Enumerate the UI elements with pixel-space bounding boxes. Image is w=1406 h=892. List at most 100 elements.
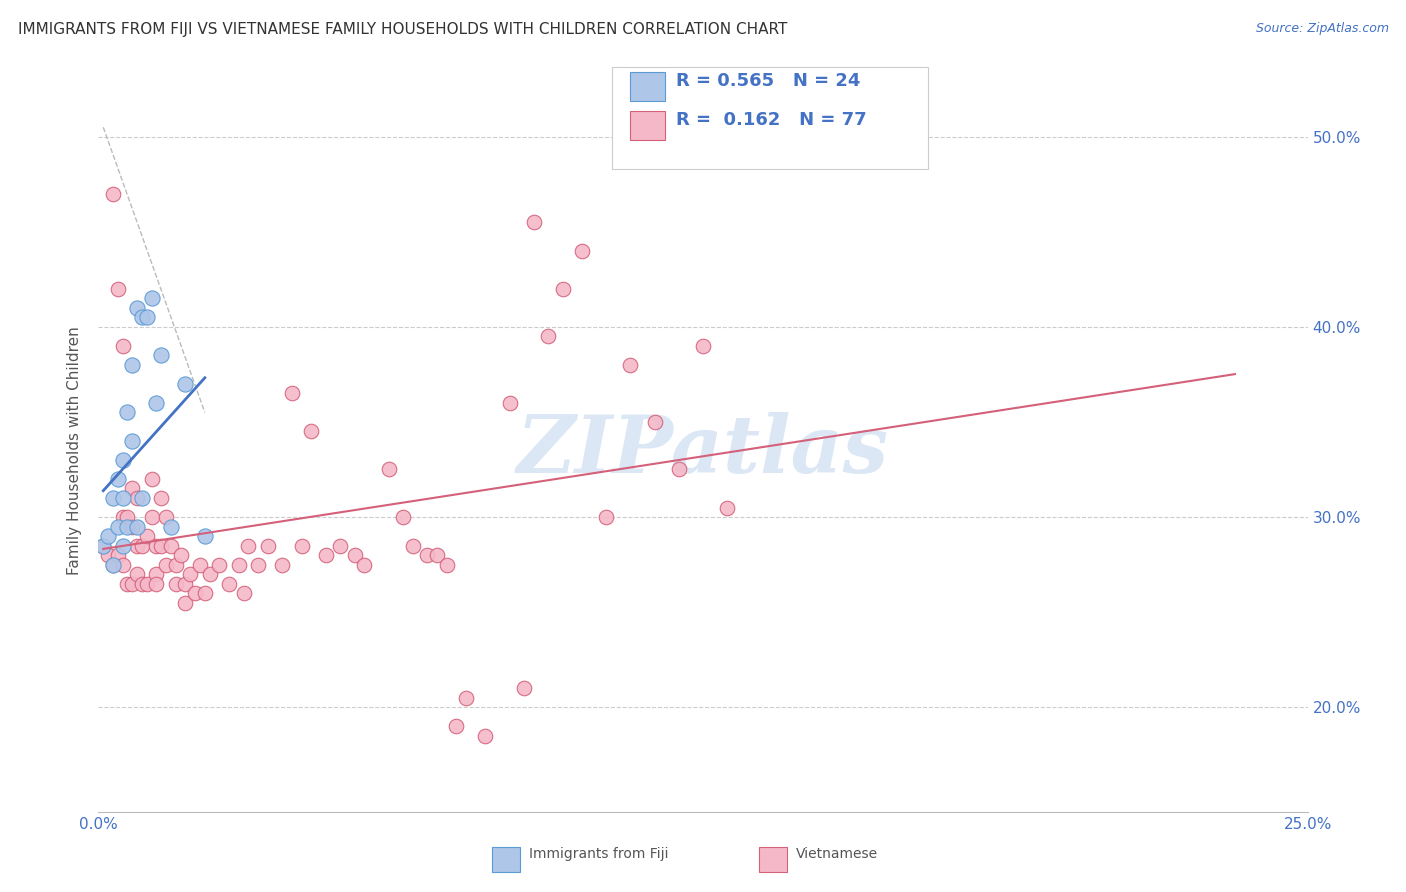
Text: R =  0.162   N = 77: R = 0.162 N = 77 (676, 112, 868, 129)
Point (165, 576, 187, 591)
Point (353, 558, 375, 572)
Point (111, 491, 134, 505)
Point (155, 558, 177, 572)
Point (595, 510, 617, 524)
Point (141, 510, 163, 524)
Point (644, 415, 666, 429)
Point (619, 358, 641, 372)
Point (436, 558, 458, 572)
Point (135, 576, 157, 591)
Point (150, 539, 173, 553)
Point (537, 329, 560, 343)
Point (111, 558, 134, 572)
Point (135, 529, 157, 543)
Point (184, 586, 207, 600)
Point (141, 291, 163, 305)
Point (145, 396, 167, 410)
Point (107, 472, 129, 486)
Point (329, 539, 352, 553)
Point (131, 539, 153, 553)
Point (121, 482, 143, 496)
Text: Source: ZipAtlas.com: Source: ZipAtlas.com (1256, 22, 1389, 36)
Point (194, 586, 217, 600)
Point (155, 510, 177, 524)
Point (498, 396, 520, 410)
Point (101, 186, 124, 201)
Point (238, 539, 260, 553)
Point (127, 491, 149, 505)
Point (426, 548, 449, 562)
Point (97, 548, 120, 562)
Point (256, 539, 278, 553)
Point (150, 491, 173, 505)
Point (111, 453, 134, 467)
Point (692, 339, 714, 353)
Point (117, 405, 139, 419)
Point (523, 215, 546, 229)
Point (281, 386, 304, 401)
Text: R = 0.565   N = 24: R = 0.565 N = 24 (676, 72, 860, 90)
Point (145, 539, 167, 553)
Point (551, 282, 574, 296)
Point (247, 558, 270, 572)
Point (101, 491, 124, 505)
Point (117, 510, 139, 524)
Point (127, 567, 149, 582)
Point (446, 719, 468, 733)
Point (169, 548, 191, 562)
Point (343, 548, 366, 562)
Point (107, 282, 129, 296)
Point (198, 567, 221, 582)
Point (91, 539, 114, 553)
Point (218, 576, 240, 591)
Point (174, 596, 197, 610)
Point (101, 558, 124, 572)
Point (454, 690, 477, 705)
Point (121, 358, 143, 372)
Point (121, 519, 143, 533)
Point (127, 519, 149, 533)
Point (150, 348, 173, 362)
Point (208, 558, 231, 572)
Point (716, 500, 738, 515)
Point (228, 558, 250, 572)
Point (299, 425, 322, 439)
Point (127, 539, 149, 553)
Point (121, 434, 143, 448)
Point (474, 729, 496, 743)
Point (165, 558, 187, 572)
Y-axis label: Family Households with Children: Family Households with Children (67, 326, 83, 574)
Point (117, 519, 139, 533)
Point (315, 548, 337, 562)
Point (194, 529, 217, 543)
Point (232, 586, 254, 600)
Point (131, 576, 153, 591)
Text: Vietnamese: Vietnamese (796, 847, 877, 862)
Point (131, 491, 153, 505)
Point (91, 539, 114, 553)
Point (290, 539, 312, 553)
Point (416, 548, 439, 562)
Point (174, 376, 197, 391)
Point (111, 539, 134, 553)
Point (188, 558, 211, 572)
Point (160, 539, 183, 553)
Point (141, 472, 163, 486)
Point (377, 462, 399, 476)
Point (107, 519, 129, 533)
Point (174, 576, 197, 591)
Text: ZIPatlas: ZIPatlas (517, 412, 889, 489)
Point (571, 244, 593, 258)
Point (101, 558, 124, 572)
Text: Immigrants from Fiji: Immigrants from Fiji (529, 847, 668, 862)
Point (668, 462, 690, 476)
Point (145, 567, 167, 582)
Text: IMMIGRANTS FROM FIJI VS VIETNAMESE FAMILY HOUSEHOLDS WITH CHILDREN CORRELATION C: IMMIGRANTS FROM FIJI VS VIETNAMESE FAMIL… (18, 22, 787, 37)
Point (111, 339, 134, 353)
Point (179, 567, 201, 582)
Point (97, 529, 120, 543)
Point (271, 558, 294, 572)
Point (121, 576, 143, 591)
Point (402, 539, 425, 553)
Point (107, 548, 129, 562)
